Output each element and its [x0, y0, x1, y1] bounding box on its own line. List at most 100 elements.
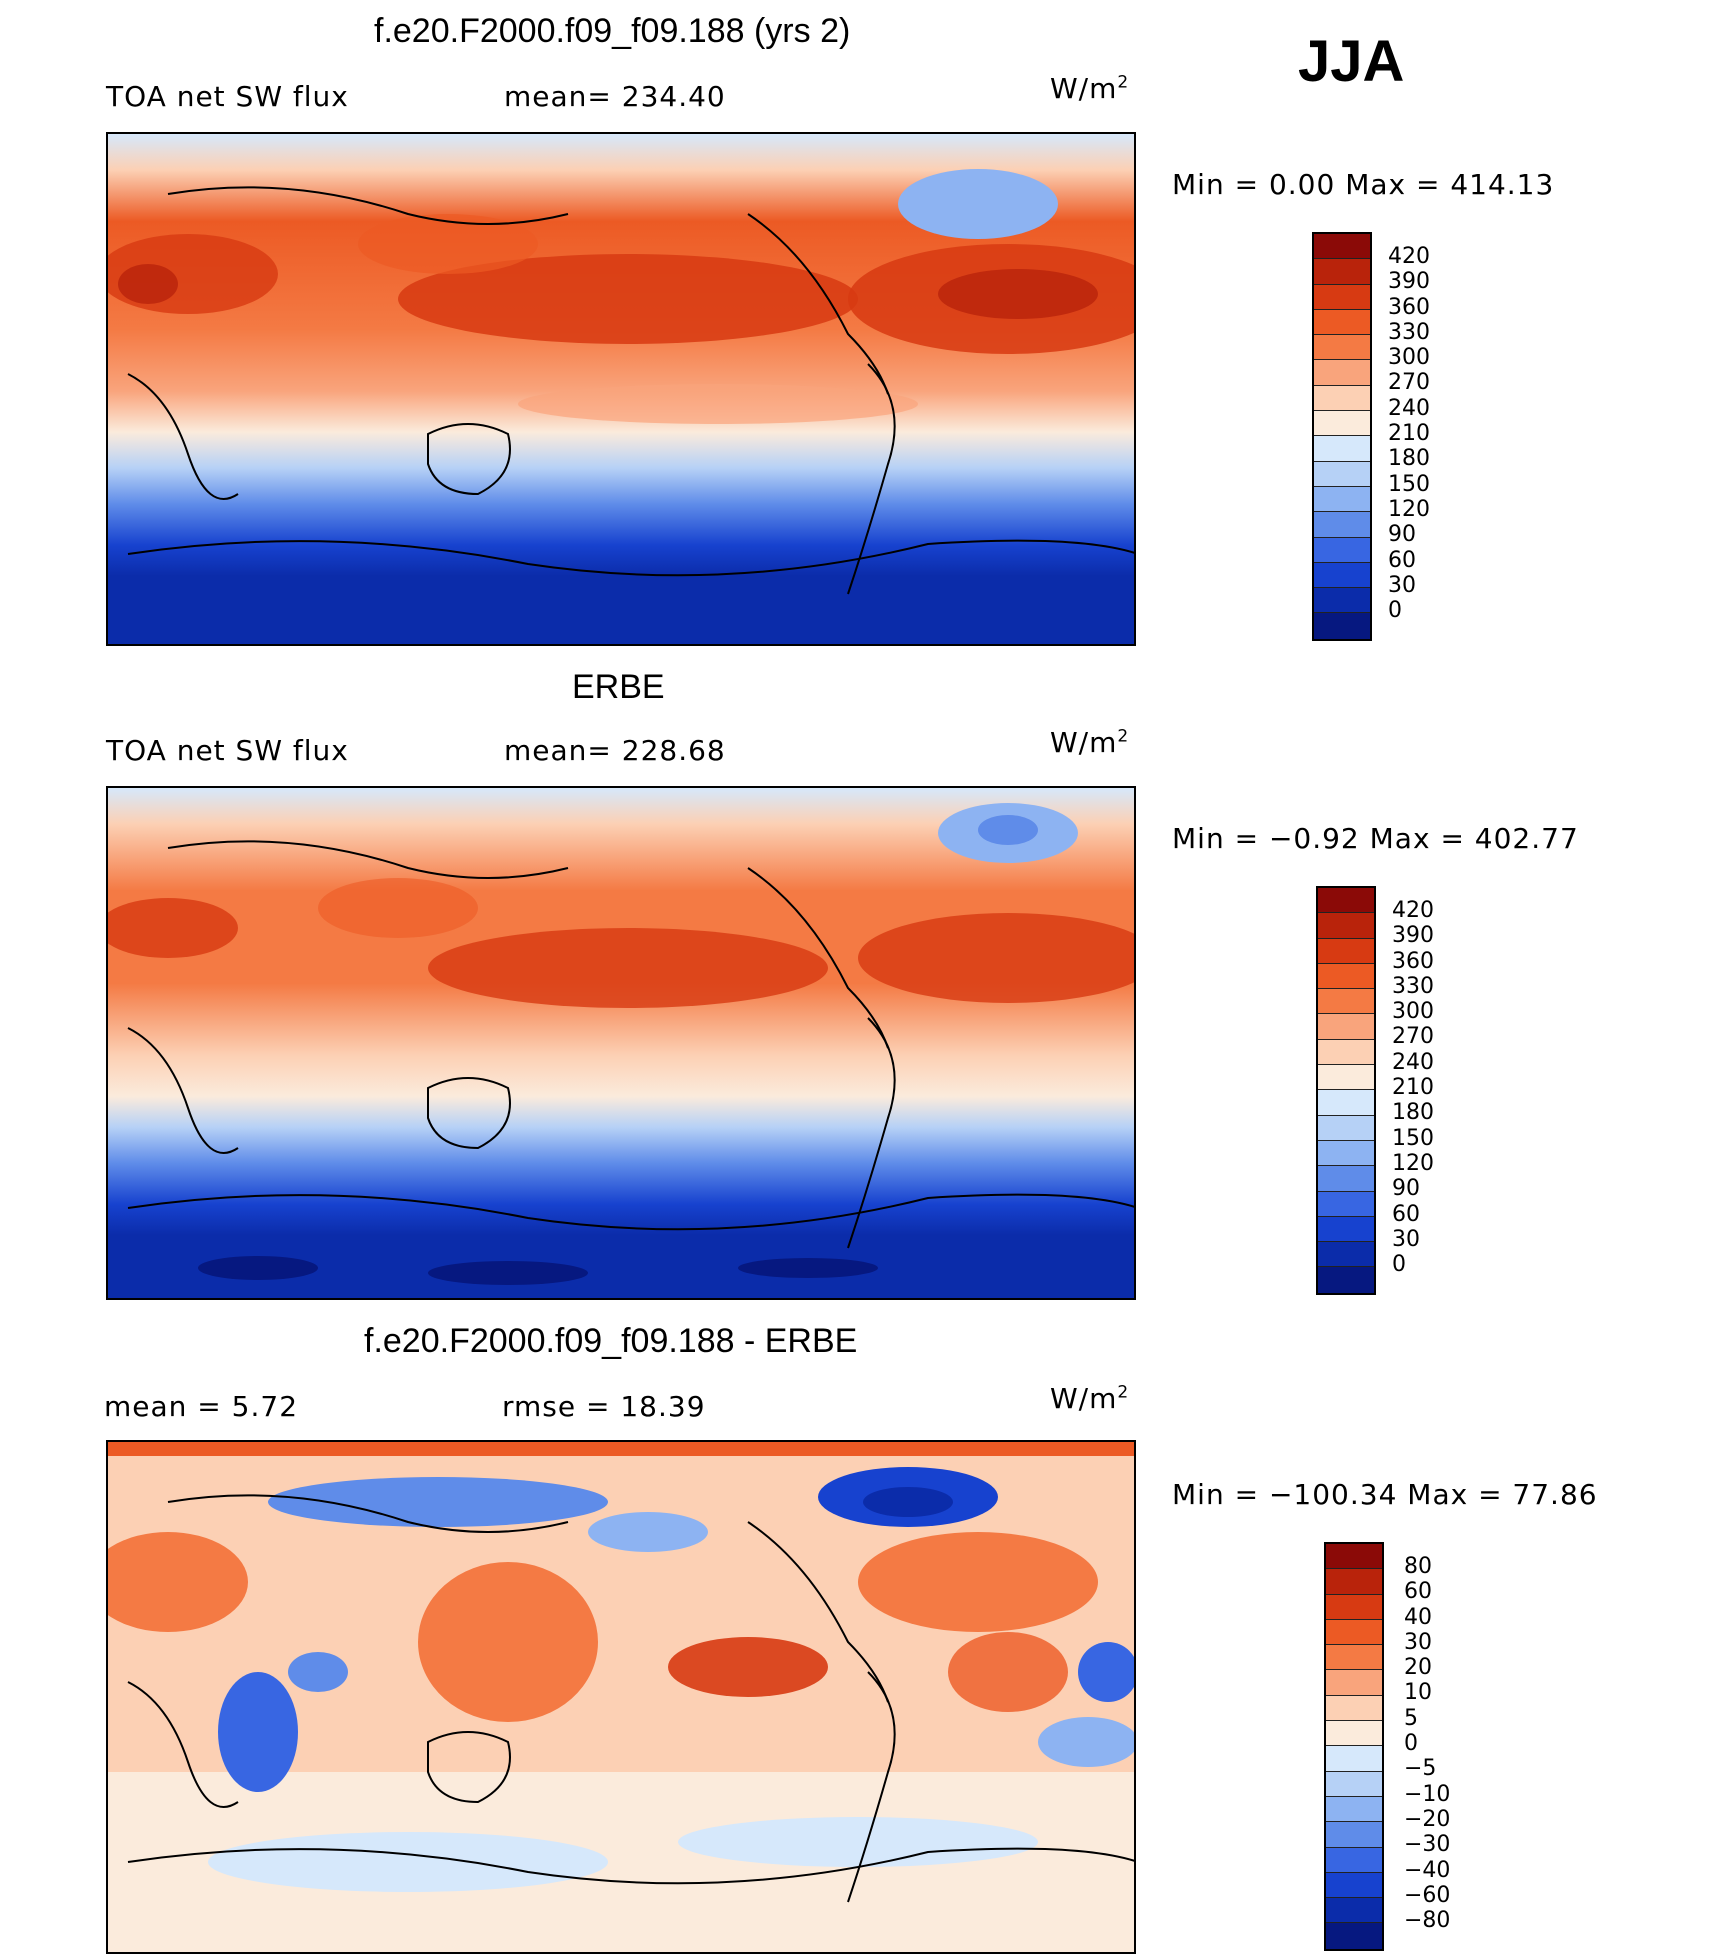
colorbar-tick-label: 90: [1392, 1176, 1420, 1202]
colorbar-cell: [1326, 1544, 1382, 1570]
colorbar-cell: [1318, 1140, 1374, 1167]
season-label: JJA: [1298, 29, 1405, 94]
colorbar-tick-label: 390: [1392, 923, 1434, 949]
colorbar-tick-label: 210: [1388, 421, 1430, 447]
colorbar-cell: [1314, 461, 1370, 487]
panel-1-heatmap: [108, 134, 1134, 644]
colorbar-tick-label: 40: [1404, 1604, 1432, 1630]
colorbar-tick-label: 150: [1392, 1125, 1434, 1151]
colorbar-tick-label: −80: [1404, 1908, 1451, 1934]
colorbar-cell: [1314, 360, 1370, 386]
panel-2-mean-label: mean= 228.68: [504, 734, 726, 767]
colorbar-tick-label: 180: [1392, 1100, 1434, 1126]
colorbar-tick-label: 120: [1388, 496, 1430, 522]
colorbar-tick-label: 5: [1404, 1705, 1418, 1731]
colorbar-tick-label: 270: [1388, 370, 1430, 396]
colorbar-tick-label: −40: [1404, 1857, 1451, 1883]
colorbar-cell: [1326, 1847, 1382, 1873]
colorbar-tick-label: 360: [1388, 294, 1430, 320]
colorbar-tick-label: 0: [1388, 598, 1402, 624]
colorbar-cell: [1314, 512, 1370, 538]
colorbar-tick-label: −10: [1404, 1781, 1451, 1807]
colorbar-tick-label: 90: [1388, 522, 1416, 548]
colorbar-tick-label: −30: [1404, 1832, 1451, 1858]
colorbar-cell: [1326, 1645, 1382, 1671]
colorbar-cell: [1326, 1695, 1382, 1722]
colorbar-tick-label: −5: [1404, 1756, 1437, 1782]
colorbar-cell: [1314, 486, 1370, 513]
colorbar-cell: [1314, 411, 1370, 437]
colorbar-tick-label: 120: [1392, 1150, 1434, 1176]
colorbar-tick-label: −20: [1404, 1806, 1451, 1832]
colorbar-cell: [1318, 1216, 1374, 1243]
colorbar-tick-label: 210: [1392, 1075, 1434, 1101]
panel-1-map: [106, 132, 1136, 646]
colorbar-cell: [1318, 1039, 1374, 1066]
colorbar-cell: [1314, 562, 1370, 589]
colorbar-tick-label: 30: [1404, 1629, 1432, 1655]
colorbar-cell: [1318, 1065, 1374, 1091]
colorbar-tick-label: −60: [1404, 1882, 1451, 1908]
colorbar-tick-label: 240: [1392, 1049, 1434, 1075]
colorbar-cell: [1326, 1746, 1382, 1772]
panel-2-heatmap: [108, 788, 1134, 1298]
colorbar-cell: [1318, 1115, 1374, 1141]
panel-3-minmax: Min = −100.34 Max = 77.86: [1172, 1478, 1598, 1511]
panel-1-variable-label: TOA net SW flux: [106, 80, 349, 113]
panel-2-map: [106, 786, 1136, 1300]
panel-2-variable-label: TOA net SW flux: [106, 734, 349, 767]
colorbar-cell: [1318, 1090, 1374, 1116]
colorbar-cell: [1326, 1594, 1382, 1620]
colorbar-tick-label: 20: [1404, 1655, 1432, 1681]
colorbar-cell: [1314, 537, 1370, 563]
colorbar-tick-label: 80: [1404, 1554, 1432, 1579]
panel-3-mean-label: mean = 5.72: [104, 1390, 299, 1423]
colorbar-cell: [1326, 1670, 1382, 1696]
panel-3-rmse-label: rmse = 18.39: [502, 1390, 706, 1423]
colorbar-cell: [1314, 385, 1370, 412]
colorbar-tick-label: 360: [1392, 948, 1434, 974]
colorbar-cell: [1314, 588, 1370, 614]
panel-2-minmax: Min = −0.92 Max = 402.77: [1172, 822, 1579, 855]
colorbar-cell: [1318, 1267, 1374, 1293]
colorbar-tick-label: 60: [1404, 1579, 1432, 1605]
colorbar-tick-label: 30: [1388, 572, 1416, 598]
colorbar-cell: [1314, 335, 1370, 361]
colorbar-tick-label: 300: [1388, 345, 1430, 371]
panel-3-heatmap: [108, 1442, 1134, 1952]
colorbar-cell: [1326, 1721, 1382, 1747]
colorbar-cell: [1326, 1898, 1382, 1924]
panel-2-colorbar: [1316, 886, 1376, 1295]
colorbar-tick-label: 60: [1388, 547, 1416, 573]
colorbar-cell: [1314, 613, 1370, 639]
panel-1-colorbar-labels: 420 390 360 330 300 270 240 210 180 150 120 90 60 30 0: [1388, 244, 1430, 623]
panel-1-title: f.e20.F2000.f09_f09.188 (yrs 2): [374, 12, 851, 50]
colorbar-tick-label: 0: [1404, 1731, 1418, 1757]
colorbar-cell: [1318, 1166, 1374, 1192]
colorbar-cell: [1314, 309, 1370, 336]
colorbar-tick-label: 10: [1404, 1680, 1432, 1706]
colorbar-cell: [1314, 436, 1370, 462]
panel-1-minmax: Min = 0.00 Max = 414.13: [1172, 168, 1555, 201]
colorbar-cell: [1314, 234, 1370, 260]
colorbar-tick-label: 0: [1392, 1252, 1406, 1278]
panel-1-colorbar: [1312, 232, 1372, 641]
panel-2-units: W/m2: [1050, 726, 1130, 759]
colorbar-cell: [1318, 989, 1374, 1015]
panel-3-colorbar: [1324, 1542, 1384, 1951]
colorbar-cell: [1326, 1923, 1382, 1949]
colorbar-tick-label: 390: [1388, 269, 1430, 295]
panel-1-units: W/m2: [1050, 72, 1130, 105]
colorbar-cell: [1314, 259, 1370, 285]
panel-3-units: W/m2: [1050, 1382, 1130, 1415]
colorbar-cell: [1318, 963, 1374, 990]
colorbar-cell: [1318, 1191, 1374, 1217]
colorbar-tick-label: 330: [1388, 319, 1430, 345]
colorbar-cell: [1326, 1619, 1382, 1646]
colorbar-tick-label: 180: [1388, 446, 1430, 472]
colorbar-cell: [1318, 1014, 1374, 1040]
panel-2-title: ERBE: [572, 668, 665, 706]
colorbar-cell: [1318, 1242, 1374, 1268]
colorbar-tick-label: 270: [1392, 1024, 1434, 1050]
panel-3-title: f.e20.F2000.f09_f09.188 - ERBE: [364, 1322, 858, 1360]
